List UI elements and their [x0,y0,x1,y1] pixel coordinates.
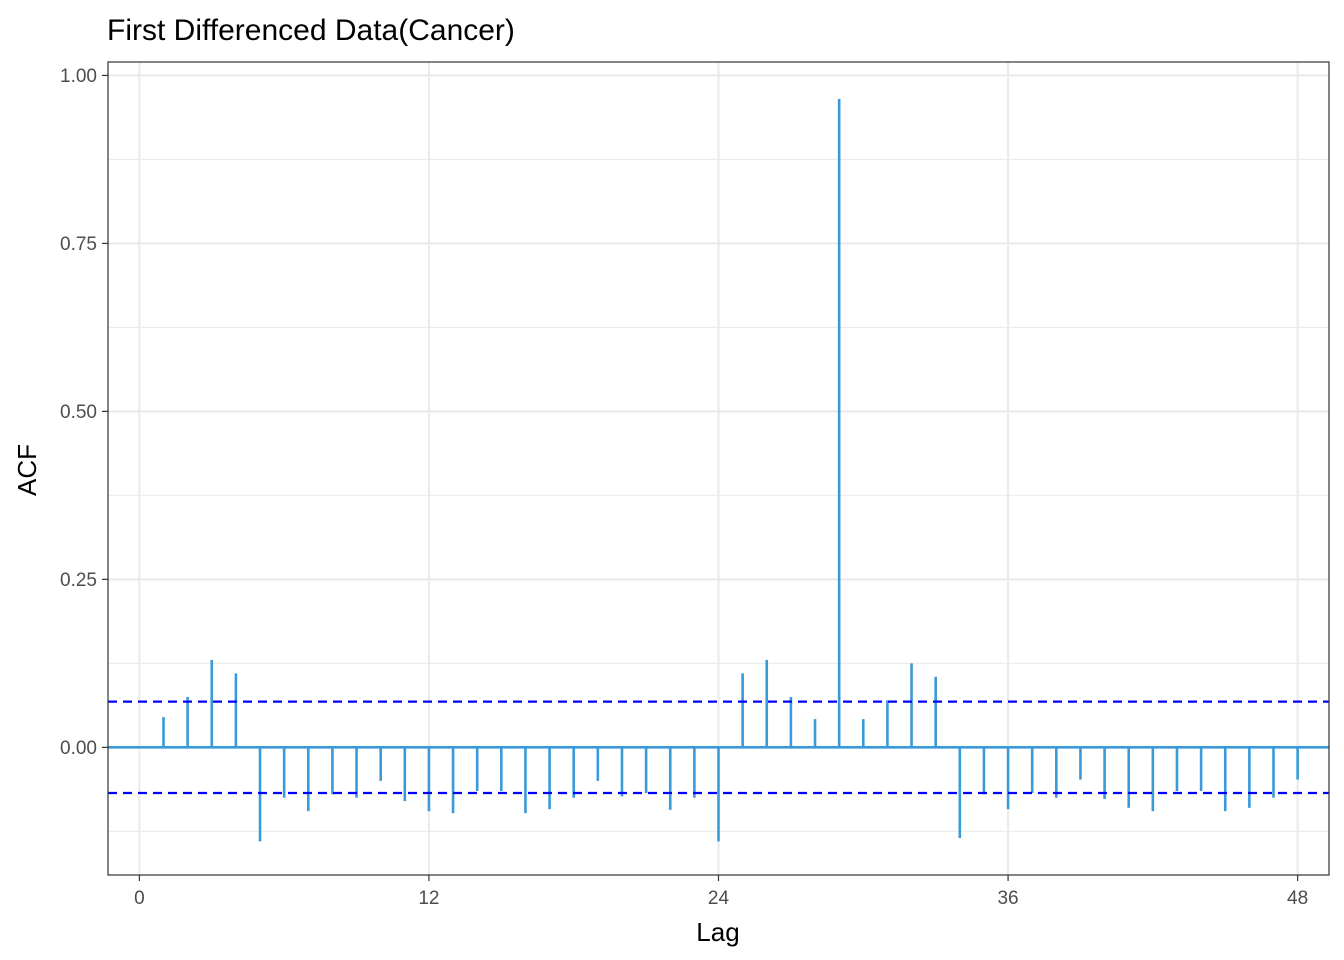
x-axis: 0 12 24 36 48 [134,875,1308,909]
y-tick-label: 0.50 [60,402,97,423]
y-tick-label: 0.00 [60,738,97,759]
x-tick-label: 48 [1287,888,1308,909]
y-tick-label: 1.00 [60,66,97,87]
y-tick-label: 0.25 [60,570,97,591]
x-tick-label: 24 [708,888,730,909]
y-axis-title: ACF [12,444,42,496]
x-tick-label: 36 [997,888,1018,909]
y-axis: 0.00 0.25 0.50 0.75 1.00 [60,66,108,759]
x-axis-title: Lag [696,917,739,947]
x-tick-label: 0 [134,888,145,909]
acf-bars [162,98,1299,842]
reference-lines [108,700,1329,795]
chart-title: First Differenced Data(Cancer) [107,14,515,47]
y-tick-label: 0.75 [60,234,97,255]
x-tick-label: 12 [418,888,439,909]
